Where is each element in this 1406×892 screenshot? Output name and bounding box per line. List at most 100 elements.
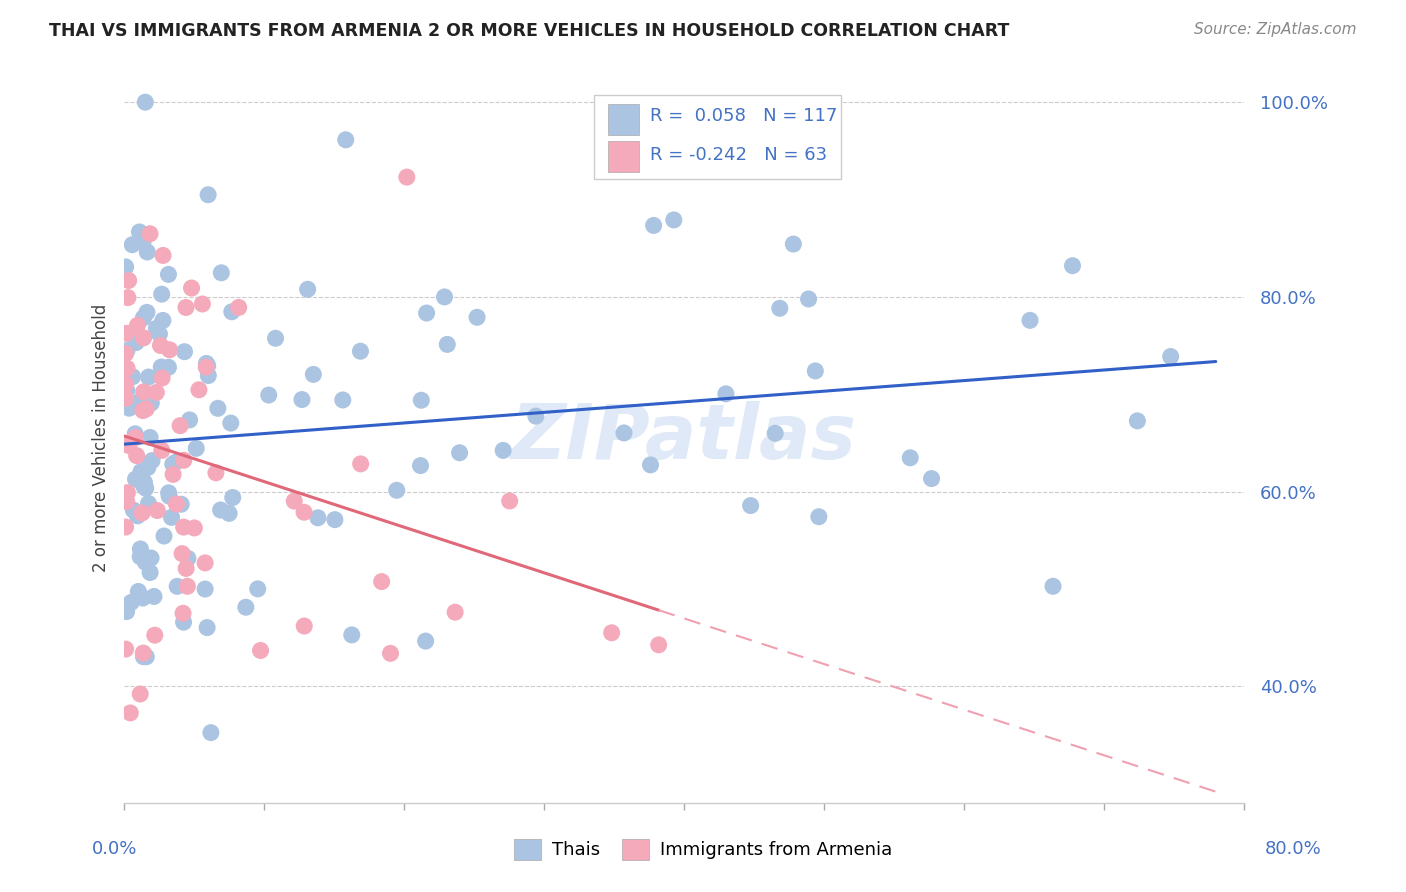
Point xyxy=(134,95,156,110)
Point xyxy=(141,453,163,467)
Point xyxy=(129,541,152,556)
Point xyxy=(114,392,136,406)
Point xyxy=(132,591,155,605)
Point xyxy=(157,268,180,282)
Y-axis label: 2 or more Vehicles in Household: 2 or more Vehicles in Household xyxy=(93,304,110,572)
Point xyxy=(411,393,433,408)
Text: R =  0.058   N = 117: R = 0.058 N = 117 xyxy=(651,107,838,125)
Point xyxy=(797,292,820,306)
Point xyxy=(219,416,242,430)
Point xyxy=(150,371,173,385)
Point xyxy=(177,551,200,566)
Point xyxy=(115,343,138,358)
Point xyxy=(292,505,315,519)
Point xyxy=(132,479,155,493)
Point xyxy=(180,281,202,295)
Point xyxy=(195,621,218,635)
Point xyxy=(139,227,162,241)
Point xyxy=(221,305,243,319)
Point xyxy=(165,497,187,511)
Point xyxy=(174,561,197,575)
Point xyxy=(149,338,172,352)
Point xyxy=(173,615,195,629)
Point xyxy=(174,301,197,315)
Point xyxy=(139,551,162,566)
Point xyxy=(187,383,209,397)
Point xyxy=(173,453,195,467)
Point xyxy=(129,393,152,408)
Point xyxy=(134,555,156,569)
Point xyxy=(135,305,157,319)
Point xyxy=(145,321,167,335)
Point xyxy=(114,346,136,360)
Point xyxy=(132,235,155,250)
Point xyxy=(183,521,205,535)
Point xyxy=(194,582,217,596)
Point xyxy=(166,579,188,593)
Point xyxy=(769,301,792,316)
Point xyxy=(172,547,194,561)
Point xyxy=(323,513,346,527)
Point xyxy=(132,403,155,417)
Text: THAI VS IMMIGRANTS FROM ARMENIA 2 OR MORE VEHICLES IN HOUSEHOLD CORRELATION CHAR: THAI VS IMMIGRANTS FROM ARMENIA 2 OR MOR… xyxy=(49,22,1010,40)
Point xyxy=(385,483,408,498)
Point xyxy=(170,497,193,511)
Point xyxy=(340,628,363,642)
Point xyxy=(807,509,830,524)
Point xyxy=(115,326,138,341)
Point xyxy=(162,467,184,482)
Point xyxy=(121,369,143,384)
Text: 80.0%: 80.0% xyxy=(1265,840,1322,858)
Point xyxy=(200,725,222,739)
Point xyxy=(165,455,187,469)
Point xyxy=(647,638,669,652)
Point xyxy=(135,402,157,417)
Point xyxy=(197,359,219,373)
Point xyxy=(380,646,402,660)
Point xyxy=(395,170,418,185)
Point xyxy=(370,574,392,589)
Point xyxy=(205,466,228,480)
Point xyxy=(115,605,138,619)
Point xyxy=(132,384,155,399)
Point xyxy=(1042,579,1064,593)
Point xyxy=(349,344,371,359)
Point xyxy=(127,318,149,333)
Point xyxy=(218,507,240,521)
Point xyxy=(118,401,141,416)
Point xyxy=(283,494,305,508)
Point xyxy=(162,457,184,471)
Point xyxy=(169,418,191,433)
Point xyxy=(114,260,136,274)
Point xyxy=(444,605,467,619)
Point xyxy=(1126,414,1149,428)
Point xyxy=(492,443,515,458)
Point xyxy=(195,360,218,375)
Point xyxy=(117,291,139,305)
Point xyxy=(117,437,139,451)
Point xyxy=(222,491,245,505)
Point xyxy=(132,310,155,325)
Text: ZIPatlas: ZIPatlas xyxy=(510,401,858,475)
Point xyxy=(128,225,150,239)
Point xyxy=(117,273,139,287)
Point xyxy=(194,556,217,570)
Point xyxy=(141,396,163,410)
Point xyxy=(782,237,804,252)
Point xyxy=(139,566,162,580)
FancyBboxPatch shape xyxy=(595,95,841,179)
Point xyxy=(415,306,437,320)
Point xyxy=(335,133,357,147)
Point xyxy=(138,496,160,510)
Point xyxy=(131,506,153,520)
Point xyxy=(132,331,155,345)
Point xyxy=(143,590,166,604)
Point xyxy=(264,331,287,345)
Point xyxy=(763,426,786,441)
Point xyxy=(114,520,136,534)
Point xyxy=(160,510,183,524)
Point xyxy=(179,413,201,427)
Point xyxy=(127,584,149,599)
Point xyxy=(136,460,159,475)
Point xyxy=(114,377,136,392)
